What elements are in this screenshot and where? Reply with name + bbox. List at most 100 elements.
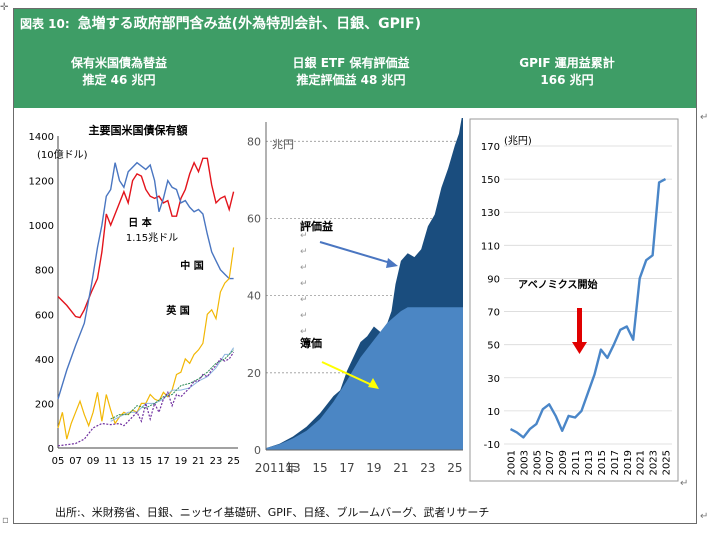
x-tick-label: 2017 <box>610 450 621 475</box>
y-tick-label: 800 <box>35 266 54 277</box>
x-tick-label: 2003 <box>519 450 530 475</box>
y-tick-label: 90 <box>487 274 500 285</box>
chart-title: 主要国米国債保有額 <box>89 123 188 137</box>
series-line-other1 <box>110 347 235 422</box>
arrow-book-value <box>321 361 375 387</box>
y-tick-label: 0 <box>48 444 54 455</box>
x-tick-label: 23 <box>420 461 435 475</box>
y-tick-label: -10 <box>484 440 500 451</box>
x-tick-label: 21 <box>393 461 408 475</box>
stat-treasury-fx-label: 保有米国債為替益 <box>70 56 167 70</box>
resize-handle-icon[interactable]: ▫ <box>2 515 9 526</box>
area-book-value <box>266 307 463 450</box>
annotation-uk: 英 国 <box>165 304 189 317</box>
x-tick-label: 2023 <box>649 450 660 475</box>
stat-gpif-value: 166 兆円 <box>540 73 594 87</box>
paragraph-mark: ↵ <box>300 231 308 241</box>
arrow-head <box>386 258 398 268</box>
x-tick-label: 25 <box>447 461 462 475</box>
arrow-valuation-gain <box>319 241 395 265</box>
x-tick-label: 19 <box>366 461 381 475</box>
y-tick-label: 110 <box>481 241 500 252</box>
annotation-valuation-gain: 評価益 <box>300 219 333 233</box>
series-line-gpif <box>509 178 667 439</box>
y-tick-label: 600 <box>35 310 54 321</box>
x-tick-label: 2015 <box>597 450 608 475</box>
series-line-uk <box>57 247 235 440</box>
figure-title: 図表 10: 急増する政府部門含み益(外為特別会計、日銀、GPIF) <box>20 13 421 33</box>
move-handle-icon[interactable]: ✛ <box>0 2 9 13</box>
y-tick-label: 400 <box>35 355 54 366</box>
annotation-japan: 日 本 <box>128 216 152 229</box>
stat-treasury-fx: 保有米国債為替益 推定 46 兆円 <box>44 55 194 89</box>
paragraph-mark: ↵ <box>300 327 308 337</box>
x-tick-label: 2019 <box>623 450 634 475</box>
paragraph-mark-icon: ↵ <box>700 112 709 123</box>
figure-label: 図表 10: <box>20 17 70 31</box>
x-tick-label: 2005 <box>532 450 543 475</box>
x-tick-label: 17 <box>339 461 354 475</box>
y-tick-label: 1400 <box>29 132 54 143</box>
x-tick-label: 13 <box>285 461 300 475</box>
x-tick-label: 23 <box>210 456 223 467</box>
x-tick-label: 2001 <box>507 450 518 475</box>
y-tick-label: 70 <box>487 308 500 319</box>
source-note: 出所:、米財務省、日銀、ニッセイ基礎研、GPIF、日経、ブルームバーグ、武者リサ… <box>55 506 490 519</box>
x-tick-label: 2025 <box>662 450 673 475</box>
plot-border <box>469 118 679 482</box>
y-tick-label: 50 <box>487 341 500 352</box>
x-tick-label: 13 <box>122 456 135 467</box>
annotation-book-value: 簿価 <box>300 336 322 350</box>
y-tick-label: 30 <box>487 374 500 385</box>
figure-frame <box>13 8 697 524</box>
y-tick-label: 130 <box>481 208 500 219</box>
series-line-china <box>57 161 234 400</box>
annotation-japan-value: 1.15兆ドル <box>126 232 178 244</box>
x-tick-label: 2011年 <box>255 461 298 475</box>
annotation-china: 中 国 <box>180 259 203 272</box>
y-tick-label: 40 <box>247 290 261 303</box>
x-tick-label: 2009 <box>558 450 569 475</box>
stat-gpif-label: GPIF 運用益累計 <box>519 56 615 70</box>
chart-us-treasury-holdings: 主要国米国債保有額(10億ドル) 0 200 400 600 800 1000 1200 140… <box>29 123 240 467</box>
y-tick-label: 60 <box>247 212 261 225</box>
y-tick-label: 170 <box>481 142 500 153</box>
y-tick-label: 20 <box>247 367 261 380</box>
x-tick-label: 21 <box>192 456 205 467</box>
x-tick-label: 2021 <box>636 450 647 475</box>
x-tick-label: 15 <box>312 461 327 475</box>
y-axis-label: (兆円) <box>504 135 532 147</box>
paragraph-mark: ↵ <box>300 311 308 321</box>
stat-boj-etf: 日銀 ETF 保有評価益 推定評価益 48 兆円 <box>266 55 436 89</box>
figure-title-text: 急増する政府部門含み益(外為特別会計、日銀、GPIF) <box>77 16 422 32</box>
stat-boj-etf-value: 推定評価益 48 兆円 <box>296 73 406 87</box>
y-tick-label: 150 <box>481 175 500 186</box>
x-tick-label: 2013 <box>584 450 595 475</box>
x-tick-label: 2011 <box>571 450 582 475</box>
paragraph-mark: ↵ <box>300 247 308 257</box>
series-line-other3 <box>57 351 235 447</box>
x-tick-label: 25 <box>227 456 240 467</box>
y-tick-label: 200 <box>35 399 54 410</box>
arrow-head <box>368 378 379 389</box>
paragraph-mark-icon: ↵ <box>680 478 689 489</box>
figure-header: 図表 10: 急増する政府部門含み益(外為特別会計、日銀、GPIF) 保有米国債為… <box>14 9 696 108</box>
x-tick-label: 15 <box>139 456 152 467</box>
y-axis-label: 兆円 <box>272 138 294 151</box>
x-tick-label: 17 <box>157 456 170 467</box>
annotation-abenomics: アベノミクス開始 <box>518 278 598 291</box>
x-tick-label: 05 <box>52 456 65 467</box>
y-tick-label: 1200 <box>29 177 54 188</box>
series-line-other2 <box>110 349 234 420</box>
x-tick-label: 11 <box>104 456 117 467</box>
paragraph-mark: ↵ <box>300 263 308 273</box>
arrow-abenomics-shaft <box>577 308 582 344</box>
arrow-abenomics-head <box>572 342 587 354</box>
y-tick-label: 10 <box>487 407 500 418</box>
paragraph-mark-icon: ↵ <box>700 511 709 522</box>
paragraph-mark: ↵ <box>300 279 308 289</box>
x-tick-label: 2007 <box>545 450 556 475</box>
y-tick-label: 0 <box>254 444 261 457</box>
